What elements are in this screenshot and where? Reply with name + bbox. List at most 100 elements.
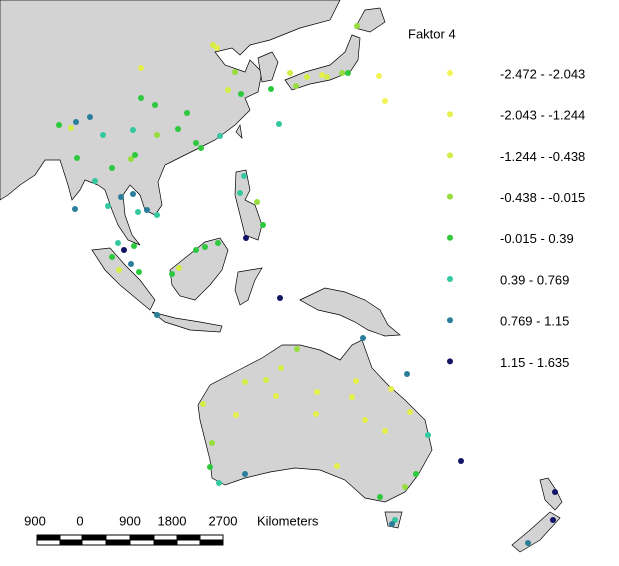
station-dot — [92, 178, 98, 184]
station-dot — [276, 121, 282, 127]
station-dot — [407, 409, 413, 415]
station-dot — [200, 401, 206, 407]
legend-swatch — [447, 358, 453, 365]
station-dot — [377, 494, 383, 500]
station-dot — [128, 156, 134, 162]
station-dot — [376, 73, 382, 79]
station-dot — [154, 132, 160, 138]
station-dot — [209, 440, 215, 446]
station-dot — [128, 261, 134, 267]
station-dot — [74, 155, 80, 161]
station-dot — [130, 127, 136, 133]
station-dot — [360, 335, 366, 341]
station-dot — [130, 191, 136, 197]
station-dot — [217, 133, 223, 139]
station-dot — [135, 209, 141, 215]
japan — [284, 7, 386, 91]
station-dot — [198, 145, 204, 151]
station-dot — [263, 377, 269, 383]
station-dot — [382, 98, 388, 104]
station-dot — [362, 417, 368, 423]
scale-segment — [153, 534, 178, 541]
station-dot — [73, 119, 79, 125]
station-dot — [278, 365, 284, 371]
scale-segment — [176, 539, 201, 546]
station-dot — [176, 265, 182, 271]
station-dot — [294, 346, 300, 352]
station-dot — [389, 521, 395, 527]
station-dot — [237, 190, 243, 196]
scale-label: 0 — [76, 513, 83, 528]
station-dot — [425, 432, 431, 438]
legend-label: -2.472 - -2.043 — [500, 66, 585, 81]
scale-segment — [36, 534, 61, 541]
station-dot — [260, 222, 266, 228]
station-dot — [243, 235, 249, 241]
station-dot — [105, 203, 111, 209]
station-dot — [154, 212, 160, 218]
scale-unit: Kilometers — [257, 513, 319, 528]
station-dot — [72, 206, 78, 212]
station-dot — [241, 173, 247, 179]
station-dot — [319, 72, 325, 78]
scale-segment — [59, 539, 83, 546]
legend-swatch — [447, 152, 453, 159]
station-dot — [144, 207, 150, 213]
legend-label: -0.015 - 0.39 — [500, 231, 574, 246]
station-dot — [115, 240, 121, 246]
legend-swatch — [447, 70, 453, 76]
station-dot — [225, 87, 231, 93]
station-dot — [345, 70, 351, 76]
station-dot — [458, 458, 464, 464]
legend-label: -0.438 - -0.015 — [500, 190, 585, 205]
station-dot — [68, 125, 74, 131]
borneo — [169, 237, 229, 301]
station-dot — [131, 243, 137, 249]
legend-swatch — [447, 276, 453, 282]
station-dot — [242, 471, 248, 477]
station-dot — [184, 110, 190, 116]
station-dot — [254, 199, 260, 205]
station-dot — [216, 480, 222, 486]
station-dot — [56, 122, 62, 128]
station-dot — [214, 45, 220, 51]
station-dot — [277, 295, 283, 301]
station-dot — [232, 69, 238, 75]
station-dot — [339, 70, 345, 76]
scale-segment — [199, 539, 224, 546]
station-dot — [136, 269, 142, 275]
station-dot — [169, 271, 175, 277]
station-dot — [87, 114, 93, 120]
station-dot — [304, 74, 310, 80]
scale-segment — [199, 534, 224, 541]
station-dot — [293, 83, 299, 89]
station-dot — [175, 126, 181, 132]
station-dot — [268, 86, 274, 92]
station-dot — [121, 247, 127, 253]
legend-swatch — [447, 317, 453, 324]
korea — [257, 51, 279, 83]
station-dot — [349, 394, 355, 400]
australia — [197, 339, 433, 503]
scale-segment — [105, 539, 131, 546]
station-dot — [233, 412, 239, 418]
station-dot — [242, 379, 248, 385]
scale-bar: 900 0 900 1800 2700 Kilometers — [24, 513, 319, 546]
legend-swatch — [447, 193, 453, 200]
station-dot — [314, 389, 320, 395]
station-dot — [313, 411, 319, 417]
scale-label: 900 — [119, 513, 141, 528]
scale-segment — [153, 539, 178, 546]
station-dot — [324, 74, 330, 80]
station-dot — [109, 165, 115, 171]
legend: -2.472 - -2.043 -2.043 - -1.244 -1.244 - -… — [447, 66, 585, 370]
sumatra — [91, 247, 156, 311]
legend-label: 0.39 - 0.769 — [500, 272, 569, 287]
java — [151, 311, 223, 333]
sulawesi — [234, 267, 263, 306]
scale-label: 1800 — [158, 513, 187, 528]
station-dot — [382, 428, 388, 434]
station-dot — [238, 91, 244, 97]
legend-swatch — [447, 111, 453, 118]
